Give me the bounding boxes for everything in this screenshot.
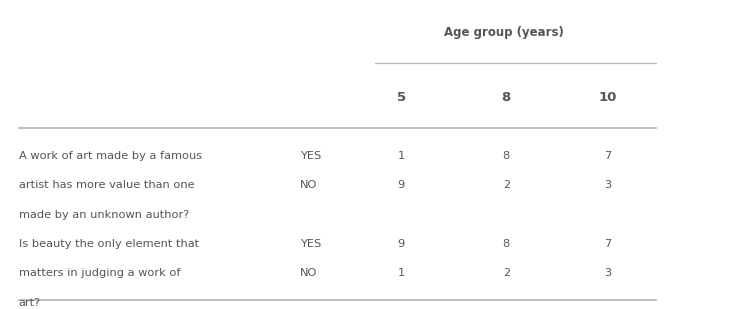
Text: Age group (years): Age group (years)	[445, 26, 564, 39]
Text: 9: 9	[398, 180, 405, 190]
Text: made by an unknown author?: made by an unknown author?	[19, 210, 189, 220]
Text: NO: NO	[300, 269, 317, 278]
Text: 8: 8	[503, 151, 510, 161]
Text: 3: 3	[604, 180, 611, 190]
Text: 1: 1	[398, 151, 405, 161]
Text: NO: NO	[300, 180, 317, 190]
Text: YES: YES	[300, 239, 321, 249]
Text: 9: 9	[398, 239, 405, 249]
Text: 8: 8	[503, 239, 510, 249]
Text: art?: art?	[19, 298, 40, 308]
Text: Is beauty the only element that: Is beauty the only element that	[19, 239, 199, 249]
Text: 7: 7	[604, 151, 611, 161]
Text: 2: 2	[503, 269, 510, 278]
Text: artist has more value than one: artist has more value than one	[19, 180, 194, 190]
Text: 10: 10	[598, 91, 616, 104]
Text: YES: YES	[300, 151, 321, 161]
Text: 1: 1	[398, 269, 405, 278]
Text: 7: 7	[604, 239, 611, 249]
Text: 5: 5	[397, 91, 406, 104]
Text: 8: 8	[502, 91, 511, 104]
Text: 2: 2	[503, 180, 510, 190]
Text: A work of art made by a famous: A work of art made by a famous	[19, 151, 202, 161]
Text: matters in judging a work of: matters in judging a work of	[19, 269, 180, 278]
Text: 3: 3	[604, 269, 611, 278]
